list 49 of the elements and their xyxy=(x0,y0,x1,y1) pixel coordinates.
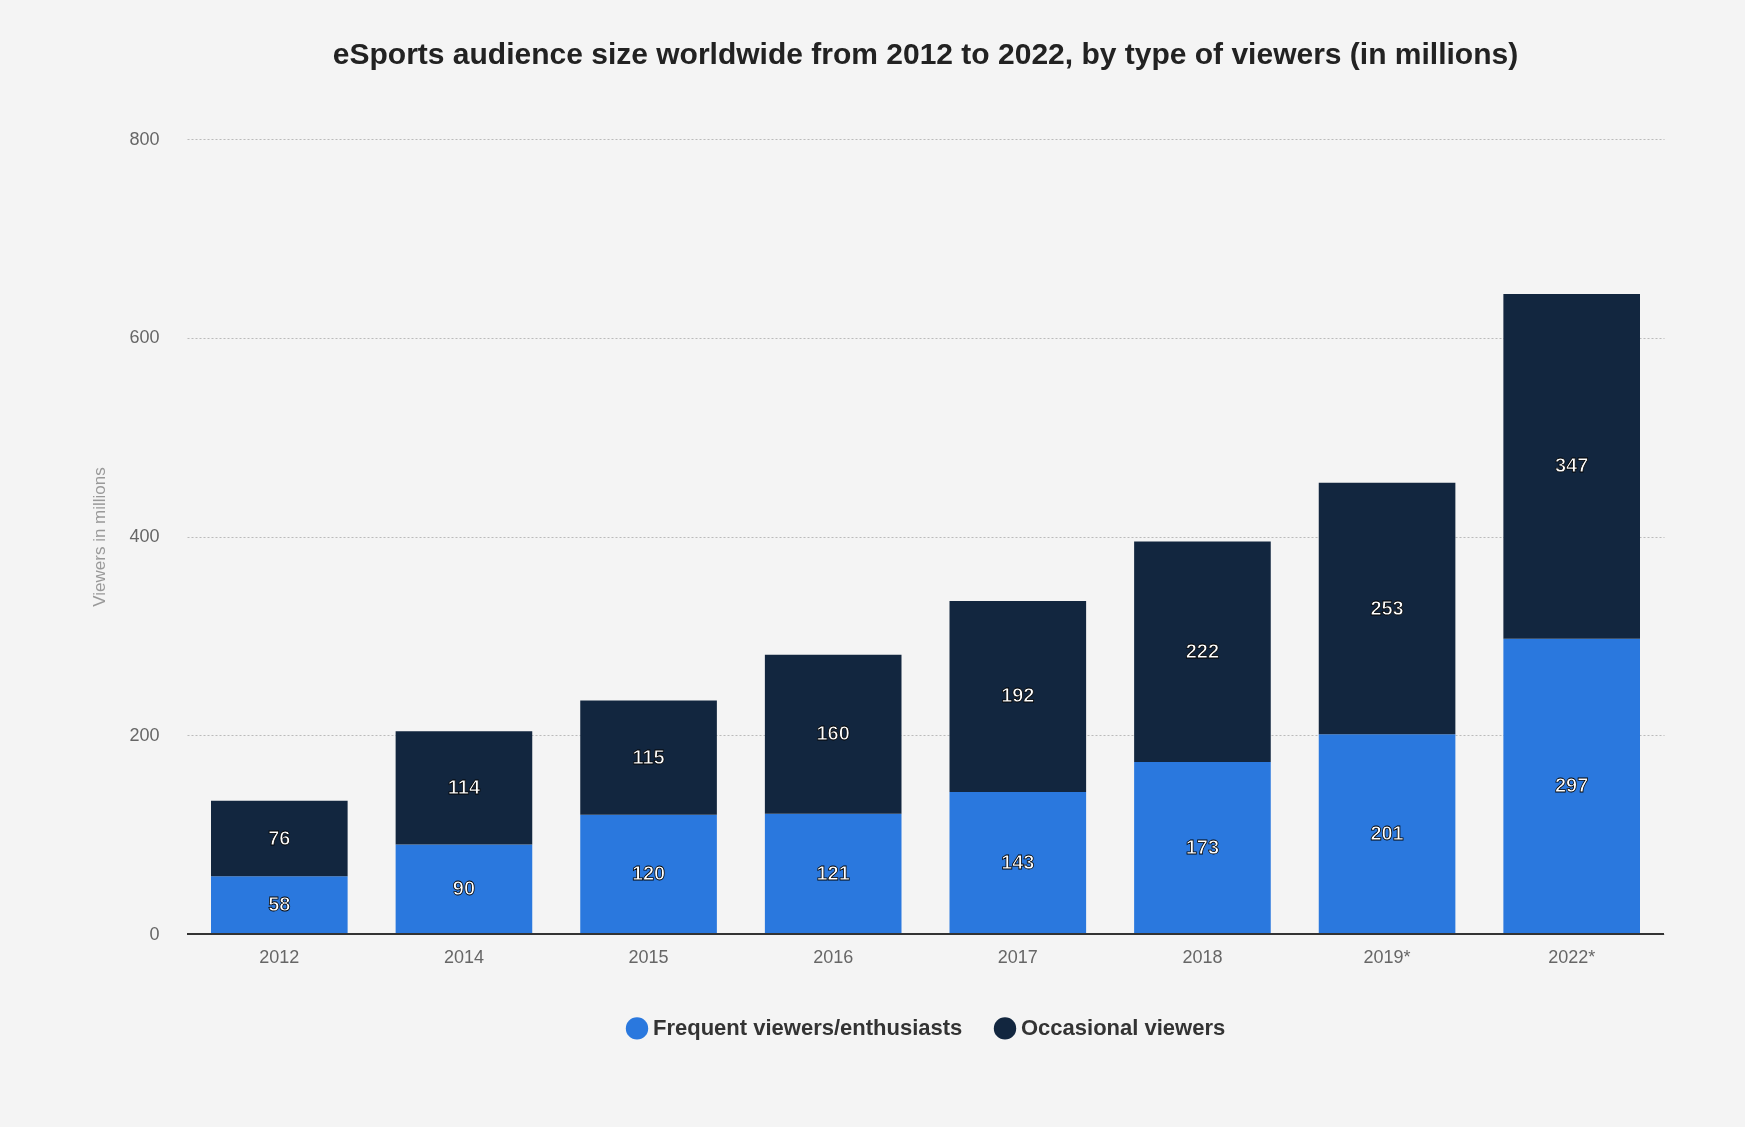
data-label: 121 xyxy=(816,861,850,884)
bar xyxy=(1318,482,1456,735)
data-label: 76 xyxy=(268,826,291,849)
bar xyxy=(580,814,717,934)
data-label: 192 xyxy=(1001,684,1035,707)
data-label: 90 xyxy=(452,877,476,900)
data-label: 173 xyxy=(1185,836,1220,859)
x-tick-label: 2014 xyxy=(443,946,484,967)
x-tick-label: 2018 xyxy=(1182,946,1223,967)
x-tick-label: 2017 xyxy=(997,946,1038,967)
y-tick-label: 0 xyxy=(149,923,160,944)
chart-title: eSports audience size worldwide from 2012 to 2022, by type of viewers (in millions) xyxy=(332,37,1519,70)
bar xyxy=(211,876,348,934)
data-label: 160 xyxy=(816,722,850,745)
bar xyxy=(395,844,533,934)
bar xyxy=(211,800,348,877)
x-tick-label: 2016 xyxy=(813,946,854,967)
bar xyxy=(1503,638,1640,934)
y-tick-label: 200 xyxy=(129,724,160,745)
x-tick-label: 2019* xyxy=(1363,946,1411,967)
bar xyxy=(949,601,1087,792)
bar xyxy=(764,654,902,814)
y-tick-label: 800 xyxy=(129,128,160,149)
data-label: 120 xyxy=(631,862,666,885)
bar xyxy=(1134,762,1271,934)
x-tick-label: 2022* xyxy=(1548,946,1596,967)
y-axis-title: Viewers in millions xyxy=(90,467,110,607)
data-label: 115 xyxy=(632,745,665,768)
bar xyxy=(1318,734,1456,934)
bar xyxy=(395,731,533,845)
data-label: 143 xyxy=(1001,850,1035,873)
bar xyxy=(949,791,1087,934)
y-tick-label: 400 xyxy=(129,526,160,546)
bar xyxy=(1503,294,1640,639)
x-tick-label: 2015 xyxy=(628,946,669,967)
x-tick-label: 2012 xyxy=(259,946,300,967)
bar xyxy=(1134,541,1271,763)
data-label: 347 xyxy=(1555,454,1589,477)
legend-label: Occasional viewers xyxy=(1021,1015,1226,1041)
data-label: 201 xyxy=(1370,822,1404,845)
bar xyxy=(580,700,717,815)
bar xyxy=(764,813,902,934)
data-label: 58 xyxy=(268,893,291,916)
data-label: 114 xyxy=(447,775,481,798)
data-label: 297 xyxy=(1555,774,1589,797)
data-label: 253 xyxy=(1370,596,1404,619)
y-tick-label: 600 xyxy=(129,327,160,348)
legend-label: Frequent viewers/enthusiasts xyxy=(653,1015,963,1041)
data-label: 222 xyxy=(1185,639,1220,662)
